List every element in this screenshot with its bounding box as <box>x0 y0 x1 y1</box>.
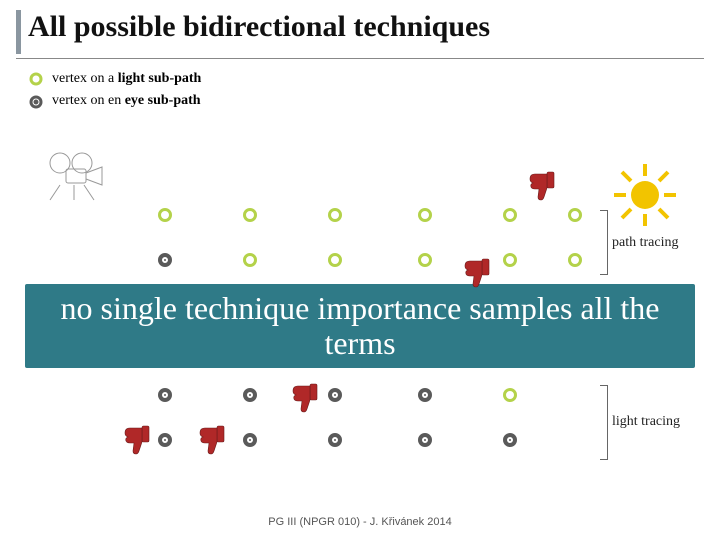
eye-vertex <box>158 388 172 402</box>
light-vertex <box>568 253 582 267</box>
light-vertex <box>243 253 257 267</box>
light-vertex <box>328 208 342 222</box>
legend-eye-bold: eye sub-path <box>125 93 201 108</box>
legend-light-text: vertex on a light sub-path <box>52 68 201 90</box>
legend-light-bold: light sub-path <box>118 71 202 86</box>
banner: no single technique importance samples a… <box>25 284 695 368</box>
thumbs-down-icon <box>120 422 154 456</box>
bracket-path-tracing <box>600 210 608 275</box>
thumbs-down-icon <box>195 422 229 456</box>
eye-vertex <box>328 433 342 447</box>
legend-eye-prefix: vertex on en <box>52 93 125 108</box>
legend-light-prefix: vertex on a <box>52 71 118 86</box>
thumbs-down-icon <box>288 380 322 414</box>
bracket-light-tracing <box>600 385 608 460</box>
legend-eye-row: vertex on en eye sub-path <box>28 90 201 112</box>
label-light-tracing: light tracing <box>612 414 680 430</box>
sun-icon <box>610 160 680 235</box>
legend-eye-text: vertex on en eye sub-path <box>52 90 201 112</box>
eye-vertex <box>243 388 257 402</box>
thumbs-down-icon <box>460 255 494 289</box>
eye-vertex <box>158 433 172 447</box>
thumbs-down-icon <box>525 168 559 202</box>
eye-vertex <box>243 433 257 447</box>
title-underline <box>16 58 704 59</box>
light-vertex <box>328 253 342 267</box>
footer: PG III (NPGR 010) - J. Křivánek 2014 <box>0 516 720 528</box>
light-vertex <box>418 253 432 267</box>
light-vertex <box>418 208 432 222</box>
eye-vertex <box>158 253 172 267</box>
eye-vertex <box>328 388 342 402</box>
legend-light-row: vertex on a light sub-path <box>28 68 201 90</box>
light-vertex <box>503 388 517 402</box>
light-vertex <box>243 208 257 222</box>
accent-bar <box>16 10 21 54</box>
banner-text: no single technique importance samples a… <box>25 291 695 361</box>
light-vertex <box>503 208 517 222</box>
eye-vertex <box>418 433 432 447</box>
light-vertex <box>568 208 582 222</box>
slide-title: All possible bidirectional techniques <box>28 10 490 44</box>
light-vertex <box>503 253 517 267</box>
light-vertex <box>158 208 172 222</box>
camera-icon <box>40 145 120 210</box>
light-vertex-icon <box>28 71 44 87</box>
legend: vertex on a light sub-path vertex on en … <box>28 68 201 113</box>
eye-vertex-icon <box>28 94 44 110</box>
eye-vertex <box>503 433 517 447</box>
label-path-tracing: path tracing <box>612 235 678 251</box>
eye-vertex <box>418 388 432 402</box>
